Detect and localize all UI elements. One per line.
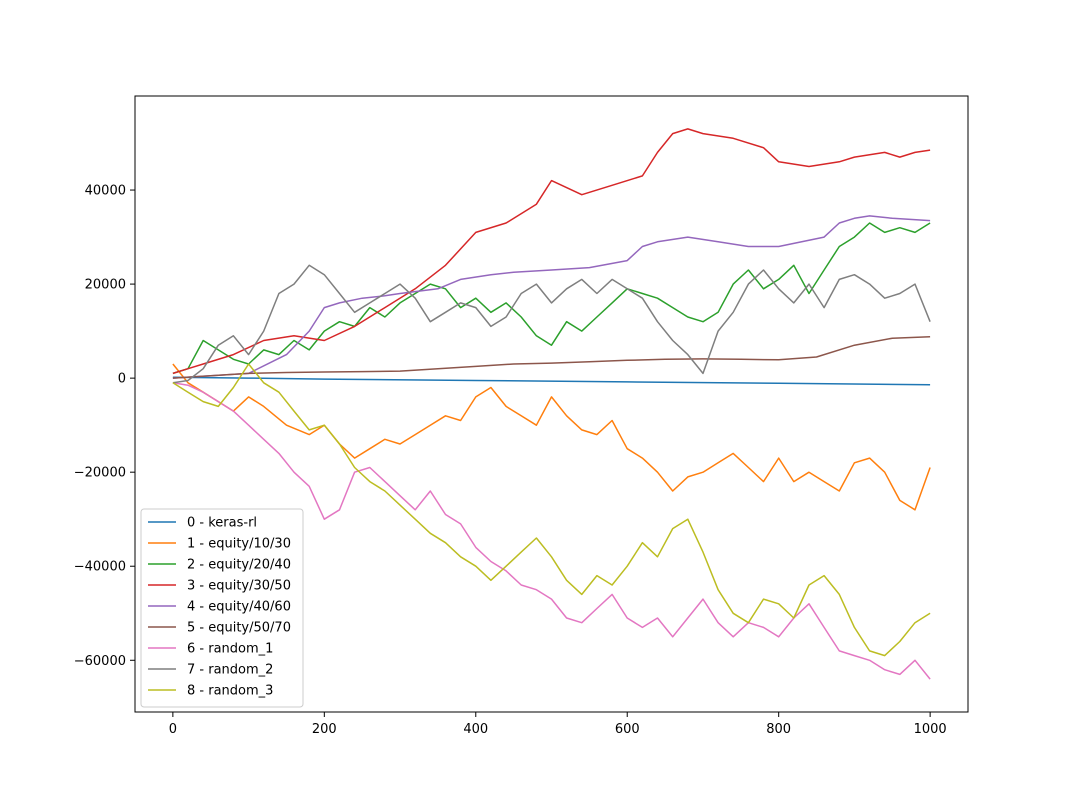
legend-label: 7 - random_2 (187, 663, 273, 678)
x-tick-label: 0 (169, 722, 177, 737)
y-tick-label: 40000 (85, 184, 126, 199)
legend-label: 5 - equity/50/70 (187, 621, 291, 636)
x-tick-label: 400 (463, 722, 488, 737)
x-tick-label: 600 (615, 722, 640, 737)
legend-label: 1 - equity/10/30 (187, 537, 291, 552)
plot-frame (134, 95, 969, 713)
series-line-4 (172, 215, 931, 379)
legend-label: 2 - equity/20/40 (187, 558, 291, 573)
series-line-2 (172, 222, 931, 375)
y-tick-label: 20000 (85, 278, 126, 293)
series-line-3 (172, 128, 931, 375)
x-tick-label: 200 (312, 722, 337, 737)
series-layer (172, 128, 931, 680)
legend-label: 8 - random_3 (187, 684, 273, 699)
series-line-8 (172, 363, 931, 657)
y-tick-label: −20000 (74, 466, 126, 481)
x-axis: 0 200 400 600 800 1000 (169, 712, 947, 737)
legend-label: 0 - keras-rl (187, 516, 257, 531)
y-tick-label: 0 (118, 372, 126, 387)
series-line-7 (172, 264, 931, 384)
series-line-6 (172, 382, 931, 680)
legend: 0 - keras-rl 1 - equity/10/30 2 - equity/2… (140, 508, 304, 708)
y-axis: −60000 −40000 −20000 0 20000 40000 (74, 184, 135, 669)
y-tick-label: −60000 (74, 654, 126, 669)
y-tick-label: −40000 (74, 560, 126, 575)
series-line-5 (172, 336, 931, 379)
series-line-1 (172, 363, 931, 511)
legend-label: 4 - equity/40/60 (187, 600, 291, 615)
x-tick-label: 1000 (914, 722, 947, 737)
legend-label: 6 - random_1 (187, 642, 273, 657)
legend-box (140, 508, 304, 708)
series-line-0 (172, 376, 931, 386)
legend-label: 3 - equity/30/50 (187, 579, 291, 594)
x-tick-label: 800 (766, 722, 791, 737)
